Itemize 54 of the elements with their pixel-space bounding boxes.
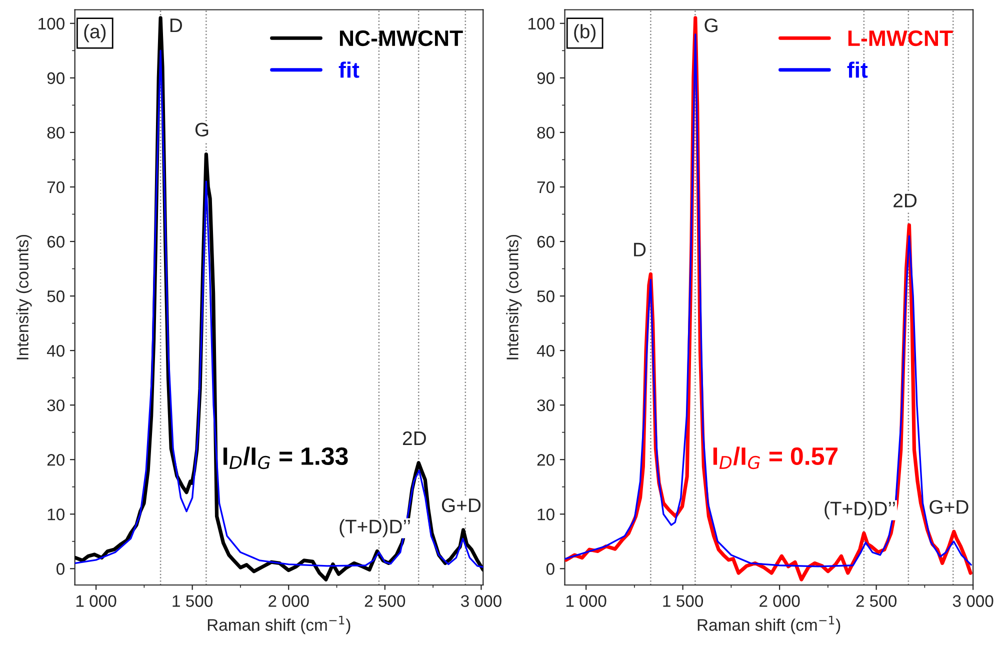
annotation: G bbox=[195, 122, 208, 137]
y-tick-label: 60 bbox=[537, 236, 554, 248]
annotation: I$_{D}$/I$_{G}$ = 1.33 bbox=[224, 446, 348, 470]
annotation: G+D bbox=[442, 498, 481, 512]
y-tick-label: 80 bbox=[47, 126, 64, 139]
x-tick-label: 3 000 bbox=[952, 595, 994, 607]
annotation: G+D bbox=[930, 500, 968, 514]
y-tick-label: 30 bbox=[47, 399, 64, 412]
annotation: G bbox=[704, 18, 718, 32]
x-tick-label: 1 500 bbox=[172, 595, 213, 607]
y-tick-label: 10 bbox=[538, 508, 554, 520]
y-tick-label: 0 bbox=[56, 563, 64, 575]
y-tick-label: 30 bbox=[537, 399, 554, 412]
x-axis-title: Raman shift (cm$^{−1}$) bbox=[208, 616, 350, 634]
y-tick-label: 100 bbox=[38, 18, 64, 30]
y-tick-label: 40 bbox=[46, 344, 64, 357]
y-tick-label: 60 bbox=[47, 236, 64, 248]
y-tick-label: 10 bbox=[48, 508, 64, 520]
y-tick-label: 0 bbox=[546, 563, 554, 575]
y-tick-label: 80 bbox=[537, 126, 554, 139]
x-tick-label: 1 500 bbox=[663, 595, 704, 607]
annotation: 2D bbox=[894, 194, 917, 208]
y-tick-label: 20 bbox=[537, 454, 554, 466]
annotation: (T+D)D’’ bbox=[340, 519, 410, 538]
y-tick-label: 100 bbox=[528, 18, 554, 30]
x-tick-label: 1 000 bbox=[566, 595, 606, 607]
legend-label: L-MWCNT bbox=[848, 30, 953, 46]
x-tick-label: 2 500 bbox=[856, 595, 897, 607]
x-tick-label: 2 000 bbox=[760, 595, 800, 607]
y-tick-label: 50 bbox=[537, 290, 554, 302]
y-tick-label: 70 bbox=[537, 181, 554, 194]
annotation: D bbox=[634, 242, 646, 256]
x-axis-title: Raman shift (cm$^{−1}$) bbox=[698, 616, 840, 634]
y-tick-label: 20 bbox=[47, 454, 64, 466]
annotation: (a) bbox=[84, 24, 106, 42]
y-tick-label: 90 bbox=[537, 72, 554, 84]
legend-label: fit bbox=[338, 62, 360, 78]
x-tick-label: 2 000 bbox=[268, 595, 309, 607]
annotation: I$_{D}$/I$_{G}$ = 0.57 bbox=[713, 446, 838, 470]
y-tick-label: 70 bbox=[47, 181, 64, 194]
x-tick-label: 2 500 bbox=[364, 595, 406, 607]
y-tick-label: 90 bbox=[47, 72, 64, 84]
x-tick-label: 1 000 bbox=[76, 595, 116, 607]
y-tick-label: 40 bbox=[536, 344, 554, 357]
x-tick-label: 3 000 bbox=[460, 595, 502, 607]
annotation: (T+D)D’’ bbox=[824, 501, 895, 520]
annotation: 2D bbox=[402, 431, 426, 445]
annotation: (b) bbox=[574, 24, 596, 42]
y-tick-label: 50 bbox=[47, 290, 64, 302]
annotation: D bbox=[170, 18, 182, 32]
y-axis-title: Intensity (counts) bbox=[16, 234, 32, 360]
y-axis-title: Intensity (counts) bbox=[506, 234, 522, 360]
legend-label: NC-MWCNT bbox=[340, 30, 463, 46]
legend-label: fit bbox=[847, 62, 868, 78]
